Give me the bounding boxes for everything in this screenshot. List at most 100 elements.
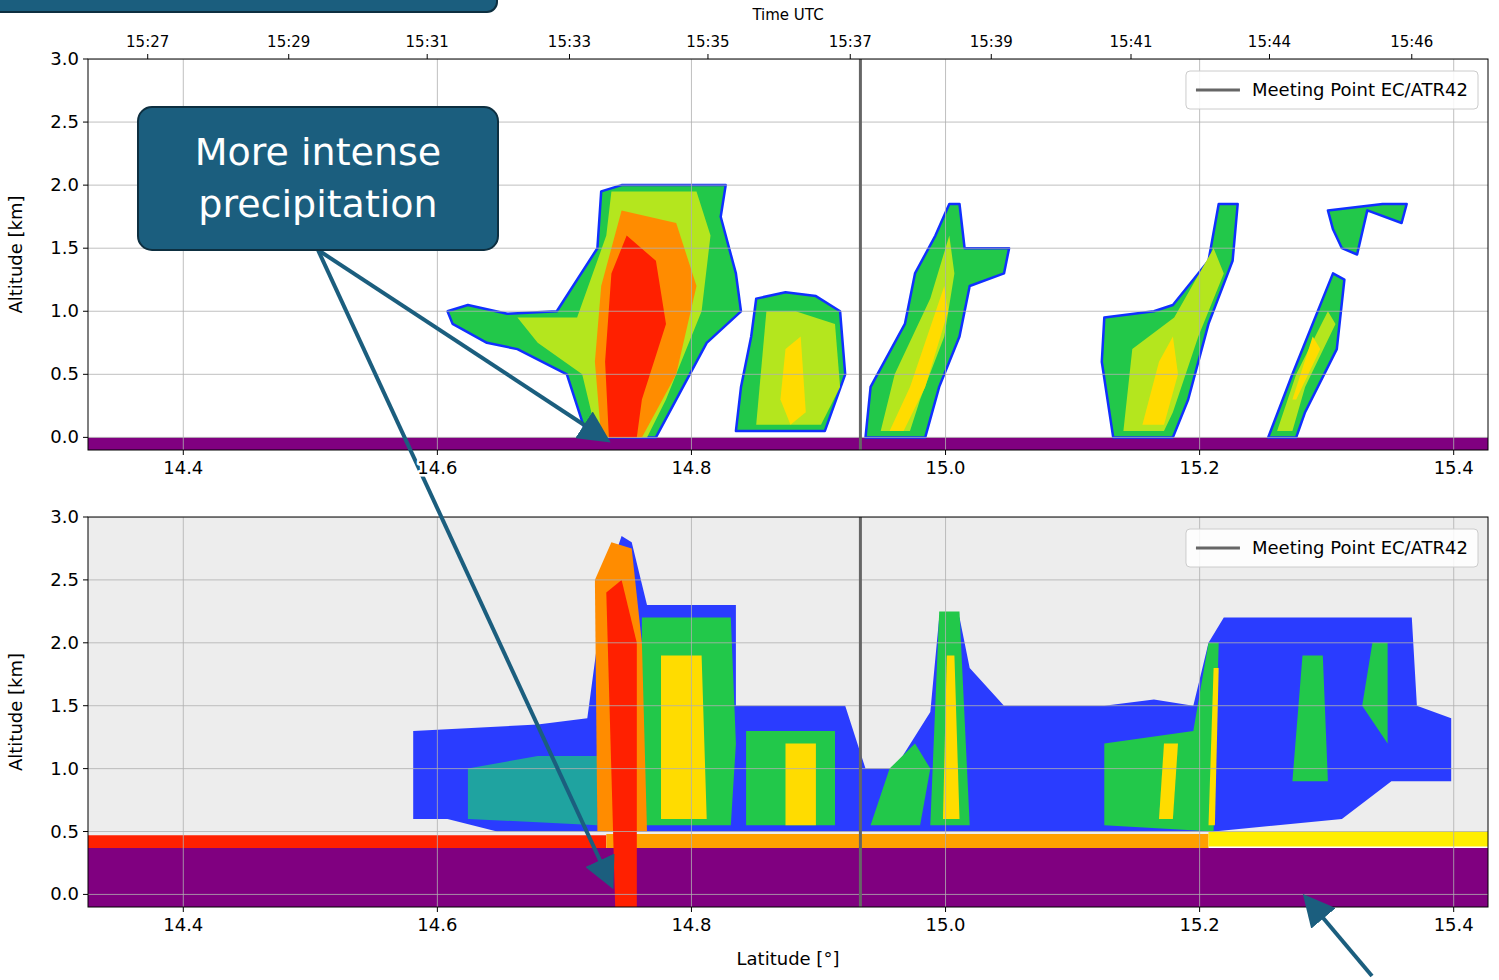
tick: [183, 450, 184, 455]
tick: [83, 642, 88, 643]
tick: [1199, 907, 1200, 912]
tick: [1199, 450, 1200, 455]
echo: [1209, 832, 1489, 847]
grid-line: [88, 831, 1488, 832]
tick-label: 1.5: [50, 237, 79, 258]
echo: [88, 848, 1488, 907]
axis-title: Altitude [km]: [5, 195, 26, 313]
tick-label: 15.0: [925, 914, 965, 935]
tick-label: 1.5: [50, 695, 79, 716]
echo: [88, 835, 606, 848]
annotation-text: More intense precipitation: [195, 130, 441, 226]
legend-swatch: [1196, 89, 1240, 92]
tick-label: 15.4: [1434, 457, 1474, 478]
echo: [1277, 311, 1335, 431]
annotation-arrows: [318, 250, 1372, 976]
annotation-box: [138, 107, 498, 250]
axis-title: Time UTC: [751, 6, 823, 24]
tick-label: 15.2: [1180, 457, 1220, 478]
tick-label: 14.4: [163, 457, 203, 478]
grid-line: [88, 311, 1488, 312]
tick: [83, 374, 88, 375]
tick-label: 0.5: [50, 821, 79, 842]
echo: [736, 292, 845, 431]
annotation-line: precipitation: [198, 182, 437, 226]
echo: [606, 580, 637, 907]
tick: [83, 579, 88, 580]
echo: [88, 517, 1488, 838]
axis-title: Altitude [km]: [5, 653, 26, 771]
legend-swatch: [1196, 547, 1240, 550]
echo: [1292, 655, 1328, 781]
echo: [780, 337, 805, 425]
tick-label: 14.8: [671, 457, 711, 478]
tick-label: 15:29: [267, 33, 310, 51]
tick: [569, 54, 570, 59]
tick: [83, 122, 88, 123]
echo: [1209, 668, 1219, 825]
echo: [1268, 273, 1344, 437]
tick-label: 3.0: [50, 506, 79, 527]
legend-box: [1186, 529, 1478, 567]
tick-label: 14.6: [417, 914, 457, 935]
axis-title: Latitude [°]: [737, 948, 840, 969]
echo: [890, 286, 949, 431]
legend-box: [1186, 71, 1478, 109]
tick: [707, 54, 708, 59]
legend: Meeting Point EC/ATR42: [1186, 71, 1478, 109]
meeting-line: [859, 59, 862, 450]
tick: [1453, 907, 1454, 912]
tick-label: 15:44: [1248, 33, 1291, 51]
echo: [1123, 248, 1223, 431]
annotation-line: More intense: [195, 130, 441, 174]
tick-label: 0.0: [50, 426, 79, 447]
plot-frame: [88, 517, 1488, 907]
echo: [881, 236, 955, 432]
tick: [83, 831, 88, 832]
grid-line: [437, 517, 438, 907]
tick-label: 2.0: [50, 632, 79, 653]
tick: [427, 54, 428, 59]
tick: [83, 311, 88, 312]
annotation-arrow: [1308, 900, 1372, 976]
tick: [83, 185, 88, 186]
annotation-box-edge: [0, 0, 497, 12]
grid-line: [1453, 59, 1454, 450]
tick: [945, 907, 946, 912]
tick-label: 1.0: [50, 300, 79, 321]
echo: [746, 731, 835, 825]
plot-background: [88, 517, 1488, 907]
echo: [1159, 744, 1178, 819]
grid-line: [183, 517, 184, 907]
figure: Meeting Point EC/ATR42Meeting Point EC/A…: [0, 0, 1499, 980]
tick-label: 2.5: [50, 111, 79, 132]
tick-label: 14.6: [417, 457, 457, 478]
plot-frame: [88, 59, 1488, 450]
tick: [1269, 54, 1270, 59]
grid-line: [691, 59, 692, 450]
tick: [850, 54, 851, 59]
tick: [691, 907, 692, 912]
tick-label: 3.0: [50, 48, 79, 69]
echo: [606, 834, 1208, 848]
tick-label: 15:37: [829, 33, 872, 51]
grid-line: [945, 59, 946, 450]
echo: [786, 744, 816, 826]
tick-label: 2.5: [50, 569, 79, 590]
tick: [147, 54, 148, 59]
tick: [691, 450, 692, 455]
tick-label: 14.8: [671, 914, 711, 935]
echo: [661, 655, 707, 819]
tick: [83, 59, 88, 60]
tick-label: 1.0: [50, 758, 79, 779]
grid-line: [88, 705, 1488, 706]
panel: Meeting Point EC/ATR42: [83, 54, 1488, 455]
meeting-line: [859, 517, 862, 907]
grid-line: [1453, 517, 1454, 907]
echo: [866, 204, 1010, 437]
echo: [605, 236, 666, 438]
annotation-boxes: More intense precipitation: [0, 0, 498, 250]
tick-label: 15:35: [686, 33, 729, 51]
grid-line: [88, 642, 1488, 643]
tick: [945, 450, 946, 455]
